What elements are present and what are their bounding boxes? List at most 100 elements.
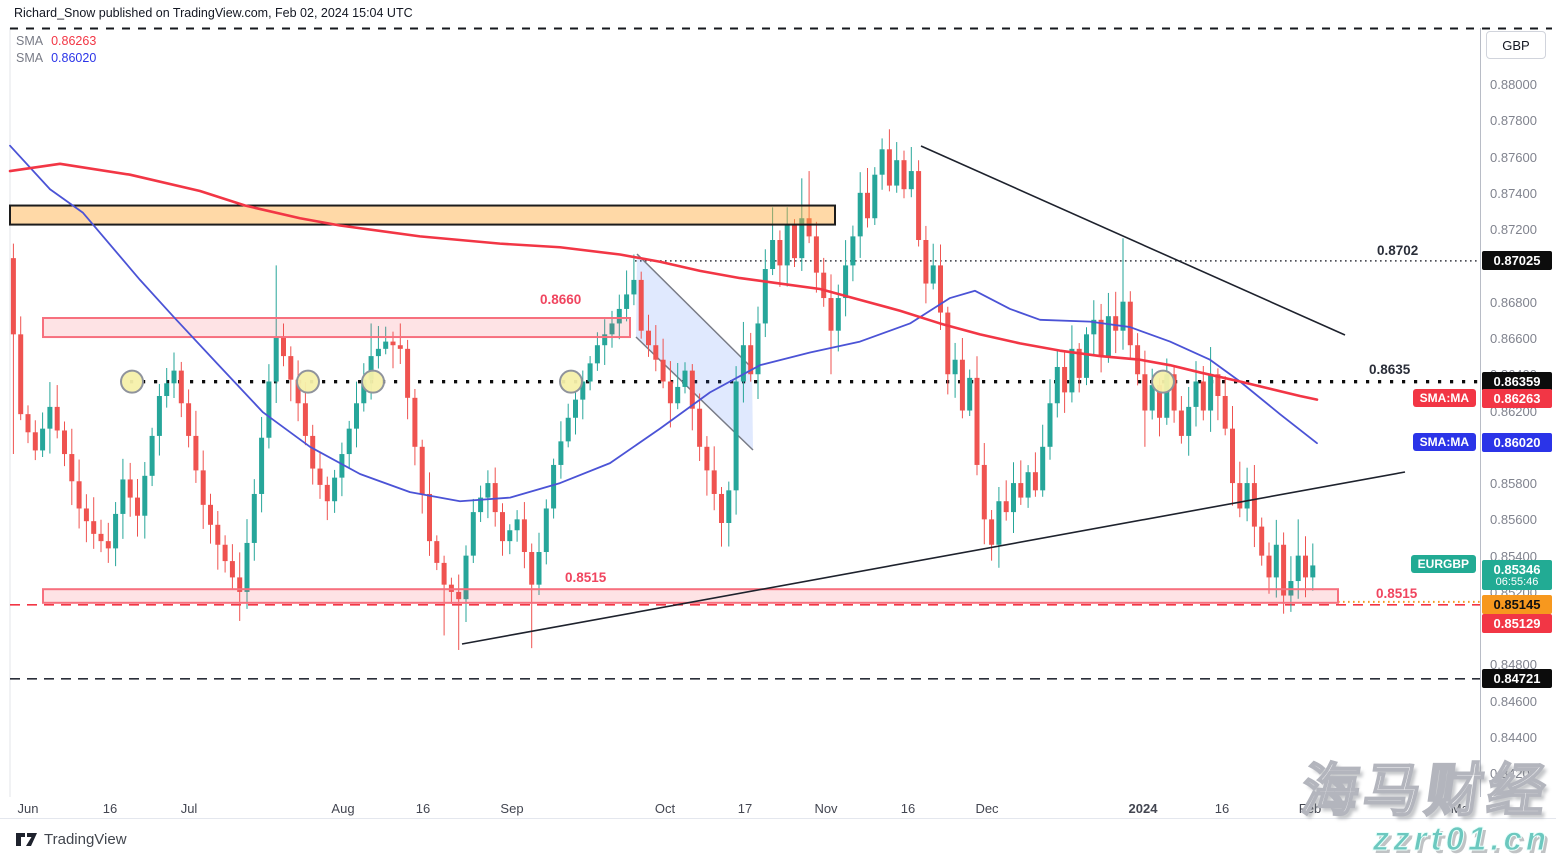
time-axis-label: 2024 xyxy=(1128,801,1158,816)
touch-marker[interactable] xyxy=(559,369,583,394)
time-axis-bottom-line xyxy=(0,818,1556,819)
ascending-trendline[interactable] xyxy=(461,471,1406,645)
candle xyxy=(959,338,965,419)
candle xyxy=(91,497,97,549)
candle xyxy=(828,274,834,375)
price-badge: 0.86020 xyxy=(1482,433,1552,453)
candle xyxy=(638,271,644,339)
descending-channel[interactable] xyxy=(636,254,753,450)
time-axis[interactable]: Jun 16 Jul Aug 16 Sep Oct 17 Nov 16 Dec 2024 16 Feb Ma… xyxy=(0,797,1556,818)
candle xyxy=(171,352,177,399)
series-name-pill: SMA:MA xyxy=(1412,389,1476,408)
candle xyxy=(383,326,389,355)
candle xyxy=(1120,238,1126,350)
candle xyxy=(288,346,294,402)
candle xyxy=(850,225,856,282)
candle xyxy=(1281,532,1287,614)
sma-legend-row-2[interactable]: SMA 0.86020 xyxy=(16,50,96,67)
candle xyxy=(1032,452,1038,497)
candle xyxy=(229,544,235,591)
candle xyxy=(281,323,286,367)
candle xyxy=(470,498,476,563)
candle xyxy=(1113,291,1119,354)
candle xyxy=(127,462,133,517)
candle xyxy=(748,332,754,382)
candle xyxy=(1091,300,1097,356)
currency-toggle-button[interactable]: GBP xyxy=(1486,31,1546,59)
price-tick: 0.87400 xyxy=(1490,185,1537,201)
descending-trendline[interactable] xyxy=(920,145,1346,336)
sma-slow-line[interactable] xyxy=(8,162,1319,401)
candle xyxy=(434,535,440,571)
candle xyxy=(543,499,549,565)
candle xyxy=(507,524,513,555)
touch-marker[interactable] xyxy=(120,369,144,394)
candle xyxy=(1062,351,1068,413)
price-tick: 0.87800 xyxy=(1490,113,1537,129)
candle xyxy=(186,389,192,448)
candle xyxy=(397,323,403,365)
candle xyxy=(32,420,38,461)
price-tick: 0.87200 xyxy=(1490,222,1537,238)
supply-zone-0.8722-0.8733[interactable] xyxy=(9,204,836,226)
candle xyxy=(83,494,89,543)
candle xyxy=(1105,292,1111,363)
price-tick: 0.87600 xyxy=(1490,149,1537,165)
candle xyxy=(784,207,790,287)
candle xyxy=(40,412,46,457)
candle xyxy=(200,450,206,529)
candle xyxy=(113,502,119,567)
candle xyxy=(346,420,352,469)
candle xyxy=(857,172,863,258)
price-badge: 0.85129 xyxy=(1482,613,1552,633)
touch-marker[interactable] xyxy=(1151,369,1175,394)
candle xyxy=(1186,386,1192,456)
candle xyxy=(492,467,498,527)
candle xyxy=(1310,543,1316,591)
candle xyxy=(551,458,557,519)
touch-marker[interactable] xyxy=(361,369,385,394)
candle xyxy=(573,392,578,435)
markers-layer xyxy=(120,369,1175,394)
candles-layer xyxy=(10,129,1316,650)
candle xyxy=(952,342,958,398)
touch-marker[interactable] xyxy=(296,369,320,394)
sma-legend-row-1[interactable]: SMA 0.86263 xyxy=(16,33,96,50)
price-tick: 0.86800 xyxy=(1490,294,1537,310)
candle xyxy=(47,382,53,454)
series-name-pill: EURGBP xyxy=(1410,555,1476,574)
candle xyxy=(835,284,841,352)
sma-fast-line[interactable] xyxy=(9,144,1318,503)
candle xyxy=(54,385,60,439)
zone-0.8515[interactable] xyxy=(42,588,1339,604)
candle xyxy=(755,306,761,400)
candle xyxy=(222,535,228,573)
candle xyxy=(631,254,637,306)
candle xyxy=(120,458,126,539)
candle xyxy=(792,219,797,268)
publish-attribution: Richard_Snow published on TradingView.co… xyxy=(14,6,413,20)
tradingview-branding[interactable]: TradingView xyxy=(16,831,127,848)
candle xyxy=(865,167,870,228)
candle xyxy=(726,481,732,547)
sma1-value: 0.86263 xyxy=(51,34,97,48)
candle xyxy=(777,230,783,287)
candle xyxy=(675,362,681,410)
indicator-legend: SMA 0.86263 SMA 0.86020 xyxy=(16,33,96,67)
candle xyxy=(514,510,520,542)
candle xyxy=(901,150,907,199)
candle xyxy=(821,257,827,307)
candle xyxy=(478,485,484,522)
candle xyxy=(310,424,316,485)
candle xyxy=(536,532,542,596)
candle xyxy=(624,270,630,322)
price-tick: 0.84200 xyxy=(1490,766,1537,782)
candle xyxy=(1025,465,1031,508)
price-axis[interactable]: 0.88000 0.87800 0.87600 0.87400 0.87200 0.870… xyxy=(1480,28,1556,818)
candle xyxy=(908,146,914,198)
price-tick: 0.84400 xyxy=(1490,730,1537,746)
zone-0.8660[interactable] xyxy=(42,317,631,339)
price-badge: 0.86263 xyxy=(1482,389,1552,409)
